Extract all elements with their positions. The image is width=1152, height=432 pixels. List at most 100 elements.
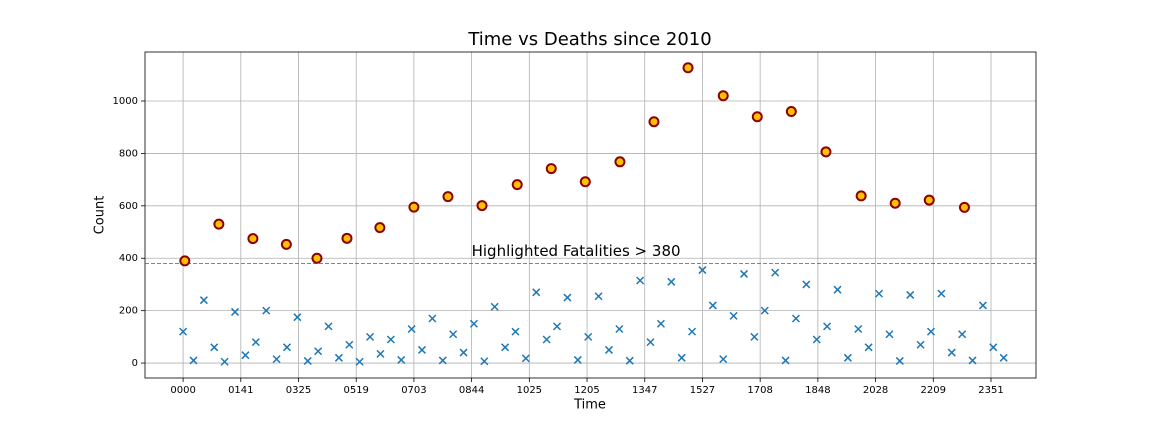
point-marker: [823, 322, 832, 331]
point-marker: [282, 343, 291, 352]
point-marker: [989, 343, 998, 352]
point-marker: [926, 327, 936, 336]
plot-area: [145, 52, 1036, 378]
point-marker: [355, 357, 364, 366]
x-tick-label: 0703: [401, 385, 426, 396]
point-marker: [480, 357, 489, 366]
highlight-point: [751, 111, 763, 123]
highlight-point: [682, 62, 694, 74]
x-tick-label: 1205: [574, 385, 599, 396]
point-marker: [324, 322, 333, 331]
point-marker: [771, 268, 780, 277]
point-marker: [906, 290, 915, 299]
point-marker: [802, 280, 811, 289]
point-marker: [968, 356, 977, 365]
point-marker: [947, 348, 956, 357]
x-axis-label: Time: [573, 398, 606, 413]
point-marker: [459, 348, 468, 357]
highlight-point: [785, 105, 797, 117]
highlight-point: [820, 146, 832, 158]
point-marker: [511, 327, 520, 336]
point-marker: [646, 338, 655, 347]
highlight-point: [280, 238, 292, 250]
y-tick-label: 200: [119, 306, 138, 317]
y-tick-label: 800: [119, 148, 138, 159]
y-tick-label: 1000: [113, 96, 138, 107]
x-tick-label: 2209: [921, 385, 946, 396]
x-tick-label: 1848: [805, 385, 830, 396]
chart-title: Time vs Deaths since 2010: [467, 29, 711, 50]
point-marker: [417, 345, 427, 354]
x-tick-label: 0844: [459, 385, 484, 396]
plot-frame: [144, 51, 1037, 379]
point-marker: [397, 355, 406, 364]
x-tick-label: 1527: [690, 385, 715, 396]
highlight-point: [511, 179, 523, 191]
highlight-point: [442, 191, 454, 203]
x-tick-label: 0141: [228, 385, 253, 396]
point-marker: [490, 302, 499, 311]
point-marker: [552, 322, 562, 331]
point-marker: [677, 353, 686, 362]
highlight-point: [476, 200, 488, 212]
point-marker: [314, 347, 323, 356]
point-marker: [303, 356, 312, 365]
x-tick-label: 0000: [170, 385, 195, 396]
point-marker: [812, 335, 821, 344]
point-marker: [750, 332, 759, 341]
point-marker: [230, 307, 240, 316]
highlight-point: [855, 190, 867, 202]
point-marker: [958, 330, 967, 339]
point-marker: [843, 353, 852, 362]
point-marker: [376, 349, 385, 358]
point-marker: [438, 356, 447, 365]
point-marker: [469, 319, 478, 328]
point-marker: [791, 314, 800, 323]
highlight-point: [247, 233, 259, 245]
point-marker: [179, 327, 188, 336]
y-tick-label: 0: [132, 358, 138, 369]
point-marker: [262, 306, 271, 315]
point-marker: [334, 353, 343, 362]
point-marker: [449, 330, 458, 339]
point-marker: [708, 301, 717, 310]
point-marker: [501, 343, 510, 352]
point-marker: [719, 355, 728, 364]
point-marker: [199, 296, 208, 305]
x-tick-label: 0519: [343, 385, 368, 396]
point-marker: [739, 269, 749, 278]
point-marker: [885, 330, 894, 339]
highlight-point: [923, 194, 935, 206]
point-marker: [345, 340, 354, 349]
point-marker: [542, 335, 551, 344]
point-marker: [729, 311, 738, 320]
point-marker: [563, 293, 572, 302]
point-marker: [532, 288, 541, 297]
point-marker: [189, 356, 198, 365]
point-marker: [698, 266, 707, 275]
point-marker: [636, 276, 645, 285]
point-marker: [625, 356, 634, 365]
point-marker: [978, 301, 987, 310]
point-marker: [210, 343, 219, 352]
point-marker: [999, 353, 1008, 362]
point-marker: [833, 285, 842, 294]
highlight-point: [341, 232, 353, 244]
point-marker: [366, 332, 375, 341]
point-marker: [667, 277, 676, 286]
y-tick-label: 400: [119, 253, 138, 264]
point-marker: [656, 319, 665, 328]
highlight-point: [545, 163, 557, 175]
point-marker: [854, 324, 863, 334]
highlight-point: [179, 255, 191, 267]
highlight-point: [579, 176, 591, 188]
y-axis-label: Count: [93, 196, 108, 235]
point-marker: [760, 306, 769, 315]
x-tick-label: 1025: [517, 385, 542, 396]
point-marker: [428, 314, 437, 323]
point-marker: [272, 355, 281, 364]
highlight-point: [374, 222, 386, 234]
point-marker: [386, 335, 395, 344]
x-tick-label: 2351: [978, 385, 1003, 396]
